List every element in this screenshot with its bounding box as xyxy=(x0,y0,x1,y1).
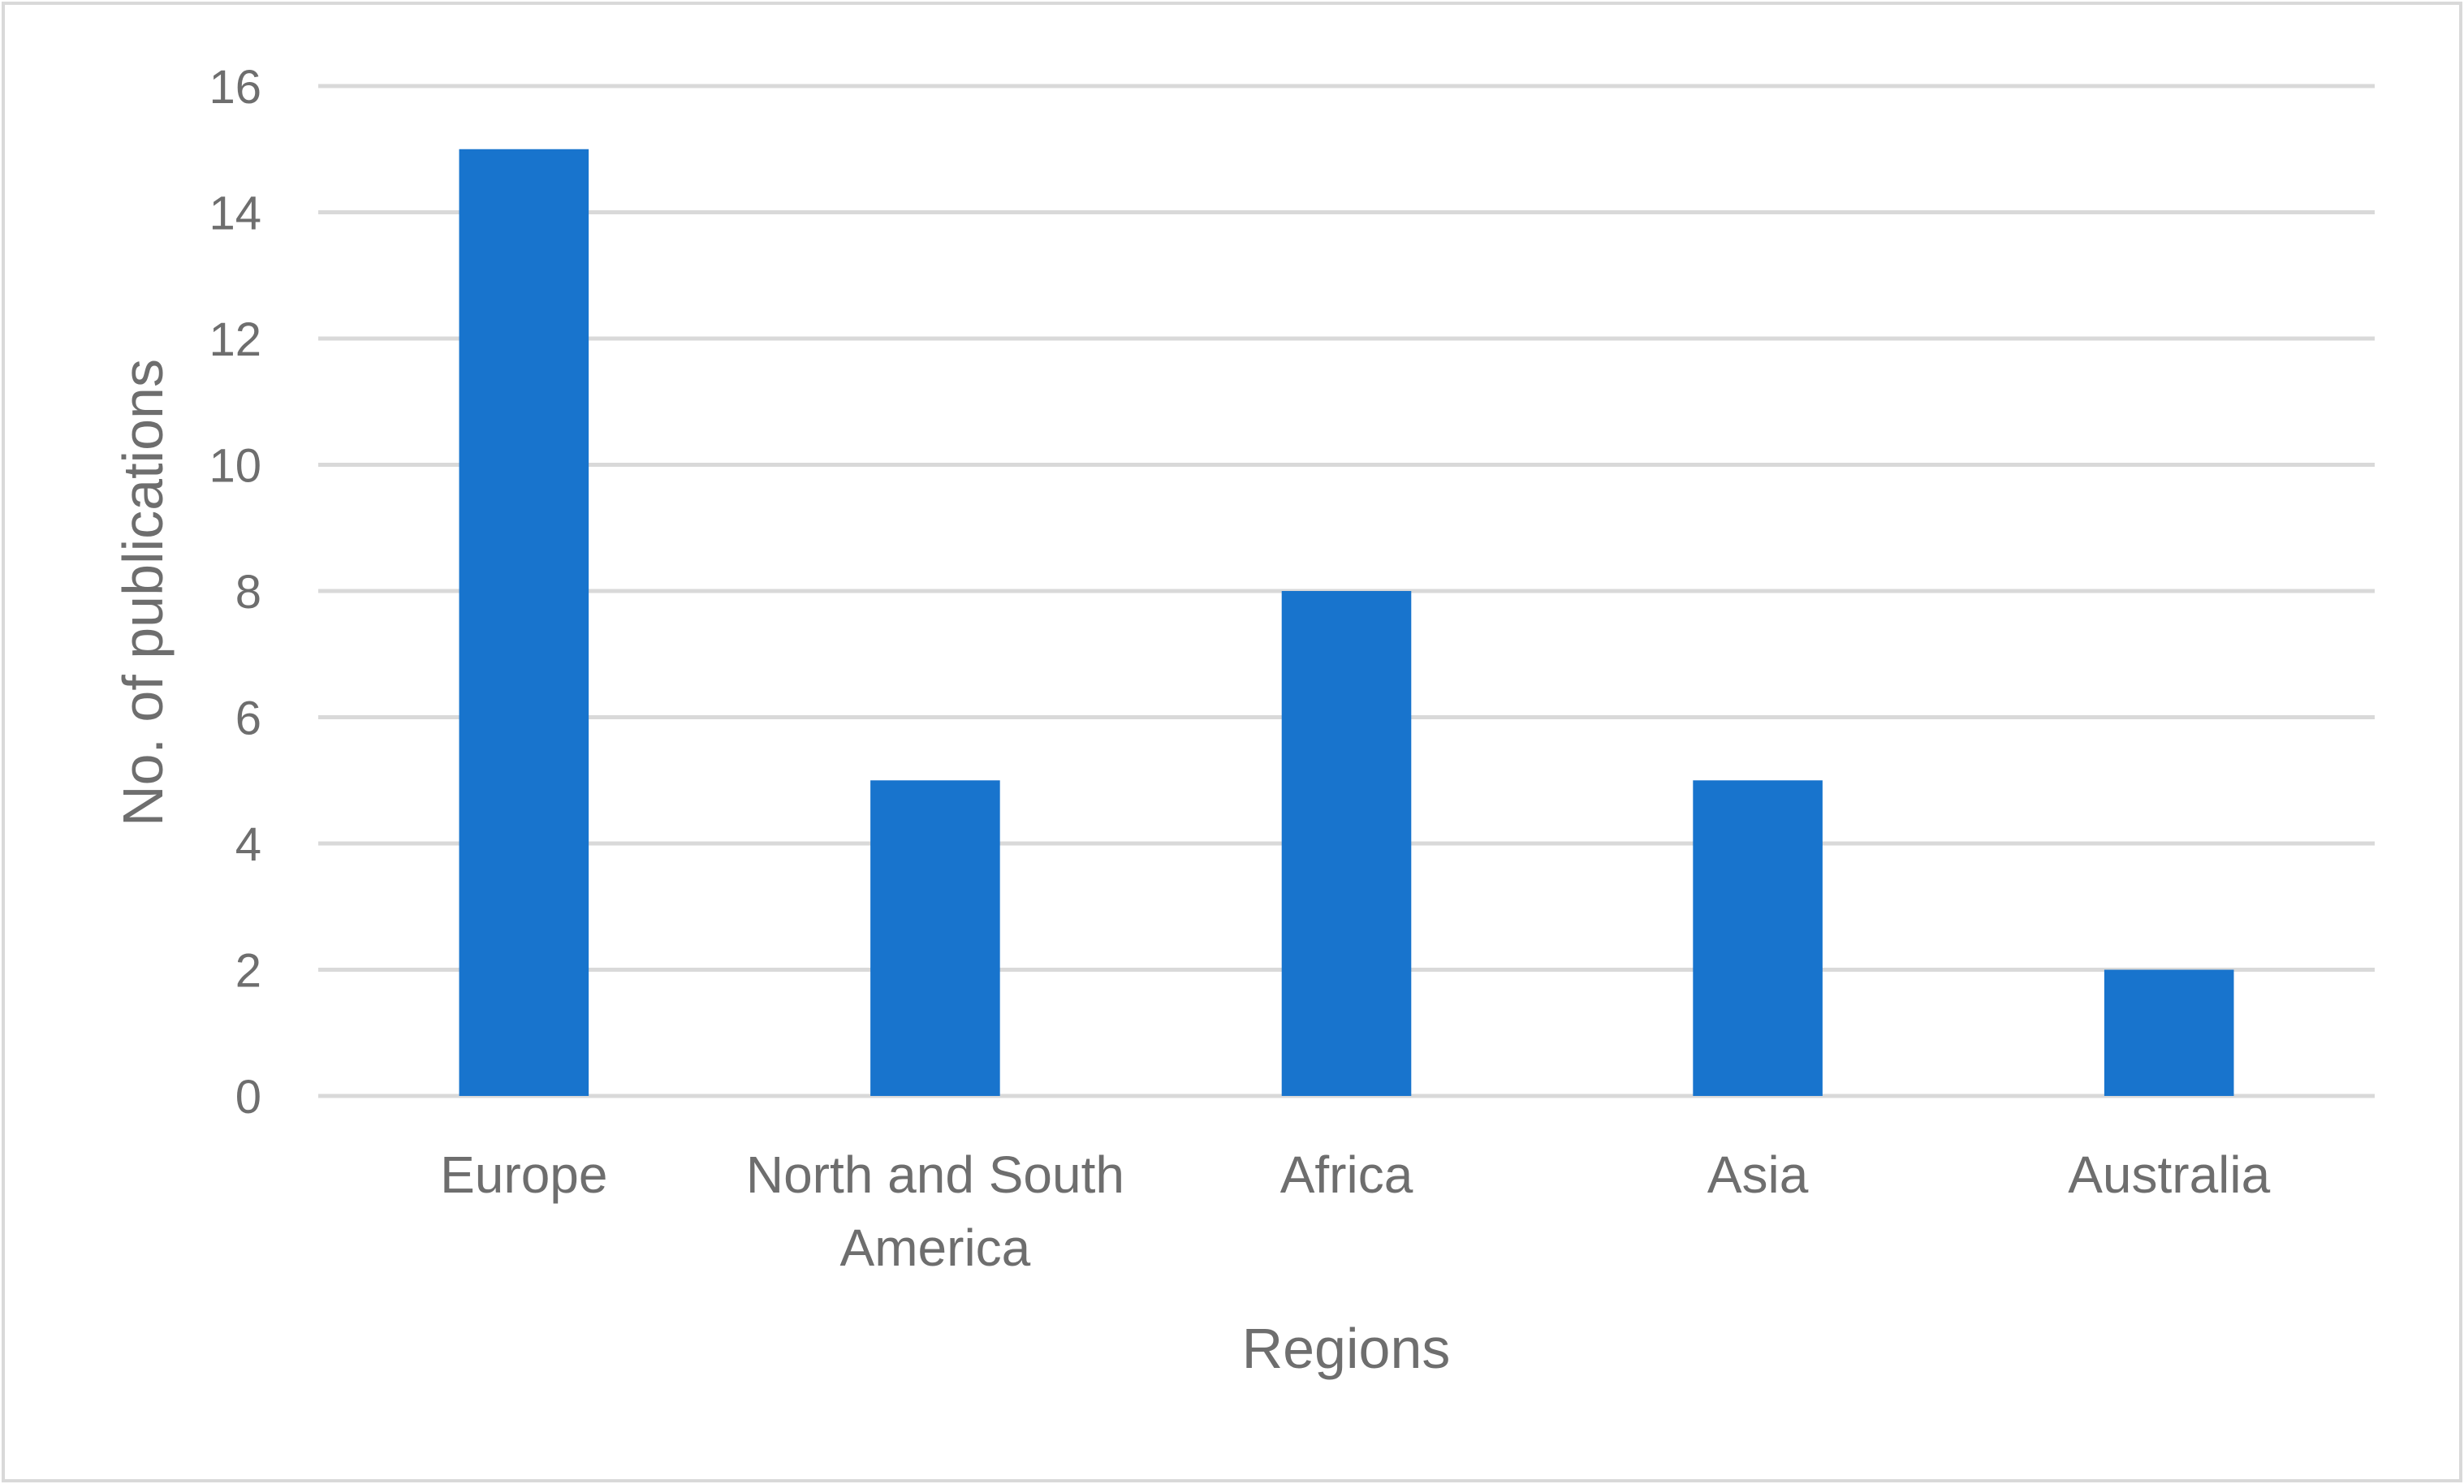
y-tick-label: 0 xyxy=(235,1071,261,1124)
bar xyxy=(2104,969,2234,1096)
y-tick-label: 12 xyxy=(209,313,261,366)
x-category-label-line: Asia xyxy=(1707,1145,1809,1204)
y-tick-label: 14 xyxy=(209,188,261,240)
bar xyxy=(870,780,1000,1096)
x-category-label: North and South America xyxy=(746,1145,1124,1277)
y-tick-label: 8 xyxy=(235,566,261,619)
bars xyxy=(459,149,2234,1096)
y-tick-label: 10 xyxy=(209,440,261,493)
x-category-label: Africa xyxy=(1280,1145,1413,1204)
bar xyxy=(459,149,589,1096)
x-category-label-line: North and South xyxy=(746,1145,1124,1204)
y-tick-label: 4 xyxy=(235,818,261,871)
x-category-label-line: Africa xyxy=(1280,1145,1413,1204)
x-axis-categories: Europe North and South America Africa Asia Au… xyxy=(440,1145,2270,1277)
y-tick-label: 2 xyxy=(235,945,261,998)
x-category-label-line: Australia xyxy=(2068,1145,2270,1204)
x-category-label-line: Europe xyxy=(440,1145,607,1204)
y-axis-ticks: 0 2 4 6 8 10 12 14 16 xyxy=(209,61,261,1124)
bar xyxy=(1281,591,1412,1096)
y-tick-label: 6 xyxy=(235,692,261,745)
y-axis-title: No. of publications xyxy=(111,359,175,826)
bar xyxy=(1693,780,1823,1096)
x-category-label: Australia xyxy=(2068,1145,2270,1204)
x-axis-title: Regions xyxy=(1242,1317,1451,1380)
x-category-label-line: America xyxy=(840,1219,1031,1277)
y-tick-label: 16 xyxy=(209,61,261,114)
x-category-label: Asia xyxy=(1707,1145,1809,1204)
x-category-label: Europe xyxy=(440,1145,607,1204)
